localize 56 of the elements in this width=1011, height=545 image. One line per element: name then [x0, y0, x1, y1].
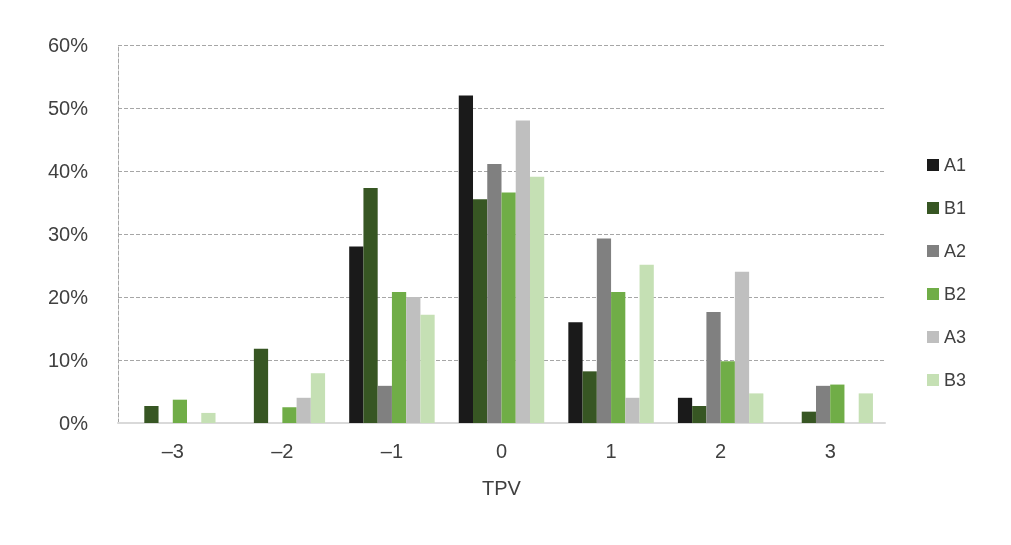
bar	[801, 411, 816, 423]
bar	[172, 399, 188, 423]
legend-label: A1	[943, 155, 967, 175]
bar	[568, 322, 583, 423]
bar	[487, 164, 502, 423]
y-tick-label: 20%	[47, 286, 89, 308]
legend-label: B2	[943, 284, 967, 304]
x-tick-label: –3	[161, 440, 184, 462]
bar	[501, 192, 516, 423]
bar	[706, 312, 721, 423]
x-tick-label: 1	[605, 440, 617, 462]
bar	[296, 397, 311, 423]
x-axis-title: TPV	[482, 477, 522, 499]
bar	[349, 246, 364, 423]
y-tick-label: 10%	[47, 349, 89, 371]
x-tick-label: –1	[380, 440, 404, 462]
y-tick-label: 40%	[47, 160, 89, 182]
x-tick-label: –2	[271, 440, 294, 462]
bar	[406, 297, 421, 423]
bar	[815, 385, 831, 423]
legend-label: B3	[943, 370, 967, 390]
bar	[582, 371, 597, 423]
y-tick-label: 60%	[47, 34, 89, 56]
bar	[596, 238, 612, 423]
bar	[639, 264, 654, 423]
bar	[144, 405, 159, 423]
x-tick-label: 2	[715, 440, 727, 462]
bar	[363, 188, 378, 423]
bar	[692, 405, 707, 423]
bar	[391, 291, 407, 423]
x-tick-label: 0	[495, 440, 508, 462]
bar	[201, 412, 216, 423]
bar	[611, 291, 626, 423]
bar	[515, 120, 530, 423]
legend-label: B1	[943, 198, 967, 218]
bar	[253, 348, 269, 423]
x-tick-label: 3	[824, 440, 836, 462]
bar	[458, 95, 474, 423]
legend-label: A3	[943, 327, 967, 347]
bar	[830, 384, 845, 423]
bar	[625, 397, 640, 423]
y-tick-label: 0%	[59, 412, 89, 434]
bar	[858, 393, 873, 423]
y-tick-label: 30%	[47, 223, 89, 245]
bar	[377, 385, 392, 423]
bar	[677, 397, 693, 423]
bar	[420, 314, 435, 423]
y-tick-label: 50%	[47, 97, 89, 119]
legend-label: A2	[943, 241, 967, 261]
bar	[749, 393, 764, 423]
bar	[529, 176, 545, 423]
bar	[310, 373, 326, 423]
bar	[720, 361, 735, 423]
bar	[473, 199, 488, 423]
bar	[734, 271, 750, 423]
bar	[282, 407, 297, 423]
